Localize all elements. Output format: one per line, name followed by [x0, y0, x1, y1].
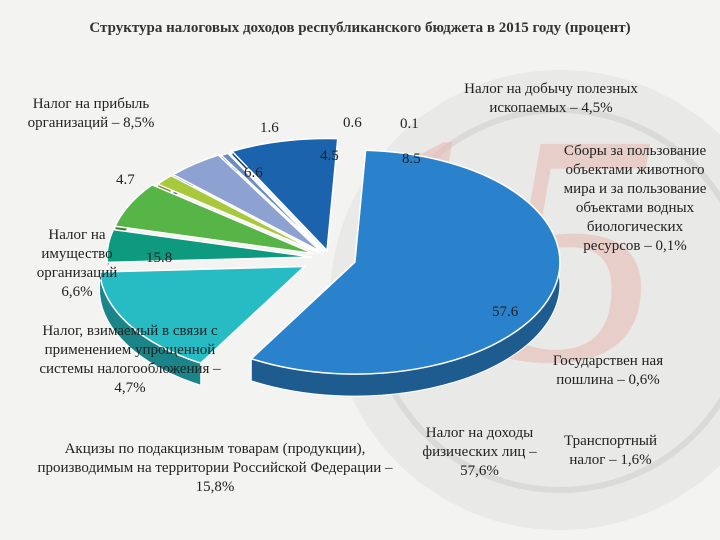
slice-fees-value-label: 0.1 [400, 116, 419, 132]
label-simplified-tax: Налог, взимаемый в связи с применением у… [39, 323, 221, 396]
label-mining-tax: Налог на добычу полезных ископаемых – 4,… [464, 81, 638, 116]
slice-property-tax [113, 183, 315, 255]
slice-fees [226, 152, 325, 253]
label-excise: Акцизы по подакцизным товарам (продукции… [37, 441, 393, 495]
slice-simplified-tax-value-label: 4.7 [116, 172, 135, 188]
slice-excise [98, 265, 307, 365]
label-income-tax: Налог на прибыль организаций – 8,5% [27, 96, 155, 131]
slice-excise-value-label: 15.8 [146, 250, 172, 266]
slice-mining-tax [230, 137, 339, 253]
slice-profit-tax-value-label: 4.5 [320, 148, 339, 164]
slice-profit-tax [171, 154, 322, 253]
slice-mining-tax-value-label: 8.5 [402, 151, 421, 167]
label-property-tax: Налог на имущество организаций 6,6% [36, 227, 118, 300]
slice-personal-income-tax [249, 149, 561, 375]
slice-simplified-tax [106, 228, 313, 264]
slice-personal-income-tax-value-label: 57.6 [492, 304, 519, 320]
slice-transport-tax-value-label: 1.6 [260, 120, 279, 136]
slice-property-tax-value-label: 6.6 [244, 165, 263, 181]
chart-title: Структура налоговых доходов республиканс… [89, 20, 631, 36]
label-transport-tax: Транспортный налог – 1,6% [564, 433, 657, 468]
label-fees: Сборы за пользование объектами животного… [563, 143, 707, 254]
label-personal-income-tax: Налог на доходы физических лиц – 57,6% [422, 425, 537, 479]
label-state-duty: Государствен ная пошлина – 0,6% [552, 353, 664, 388]
slice-state-duty-value-label: 0.6 [343, 115, 362, 131]
slice-transport-tax [156, 174, 320, 254]
